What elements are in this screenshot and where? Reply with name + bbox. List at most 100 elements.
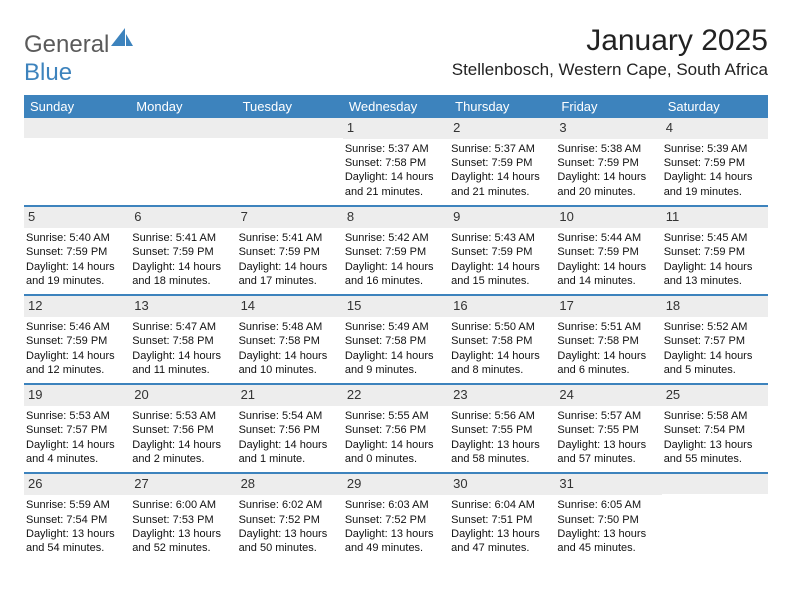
sunrise-line: Sunrise: 5:41 AM xyxy=(132,231,234,245)
daylight-line: Daylight: 14 hours and 12 minutes. xyxy=(26,349,128,378)
sunset-line: Sunset: 7:50 PM xyxy=(557,513,659,527)
sunset-line: Sunset: 7:59 PM xyxy=(132,245,234,259)
daylight-line: Daylight: 14 hours and 4 minutes. xyxy=(26,438,128,467)
page: GeneralBlue January 2025 Stellenbosch, W… xyxy=(0,0,792,561)
daylight-line: Daylight: 13 hours and 58 minutes. xyxy=(451,438,553,467)
daylight-line: Daylight: 14 hours and 15 minutes. xyxy=(451,260,553,289)
daylight-line: Daylight: 14 hours and 14 minutes. xyxy=(557,260,659,289)
sunset-line: Sunset: 7:59 PM xyxy=(345,245,447,259)
day-cell: 8Sunrise: 5:42 AMSunset: 7:59 PMDaylight… xyxy=(343,207,449,294)
weekday-header: Wednesday xyxy=(343,95,449,118)
sunset-line: Sunset: 7:54 PM xyxy=(664,423,766,437)
sunrise-line: Sunrise: 5:53 AM xyxy=(132,409,234,423)
sunset-line: Sunset: 7:58 PM xyxy=(557,334,659,348)
daylight-line: Daylight: 14 hours and 11 minutes. xyxy=(132,349,234,378)
sunrise-line: Sunrise: 5:49 AM xyxy=(345,320,447,334)
day-number: 20 xyxy=(130,385,236,406)
sunrise-line: Sunrise: 5:48 AM xyxy=(239,320,341,334)
day-cell: 13 Sunrise: 5:47 AMSunset: 7:58 PMDayligh… xyxy=(130,296,236,383)
sunset-line: Sunset: 7:59 PM xyxy=(239,245,341,259)
day-number: 13 xyxy=(130,296,236,317)
brand-text-2: Blue xyxy=(24,59,72,86)
sunrise-line: Sunrise: 5:59 AM xyxy=(26,498,128,512)
day-cell: 2Sunrise: 5:37 AMSunset: 7:59 PMDaylight… xyxy=(449,118,555,205)
week-row: 1Sunrise: 5:37 AMSunset: 7:58 PMDaylight… xyxy=(24,118,768,207)
weeks-container: 1Sunrise: 5:37 AMSunset: 7:58 PMDaylight… xyxy=(24,118,768,561)
day-cell: 31Sunrise: 6:05 AMSunset: 7:50 PMDayligh… xyxy=(555,474,661,561)
sunrise-line: Sunrise: 5:40 AM xyxy=(26,231,128,245)
day-number: 8 xyxy=(343,207,449,228)
sunset-line: Sunset: 7:57 PM xyxy=(26,423,128,437)
daylight-line: Daylight: 14 hours and 17 minutes. xyxy=(239,260,341,289)
sunrise-line: Sunrise: 5:58 AM xyxy=(664,409,766,423)
day-number xyxy=(662,474,768,494)
header: GeneralBlue January 2025 Stellenbosch, W… xyxy=(24,24,768,87)
sunset-line: Sunset: 7:59 PM xyxy=(557,156,659,170)
day-cell: 1Sunrise: 5:37 AMSunset: 7:58 PMDaylight… xyxy=(343,118,449,205)
daylight-line: Daylight: 13 hours and 47 minutes. xyxy=(451,527,553,556)
sunset-line: Sunset: 7:56 PM xyxy=(239,423,341,437)
sunset-line: Sunset: 7:59 PM xyxy=(664,245,766,259)
day-cell: 14Sunrise: 5:48 AMSunset: 7:58 PMDayligh… xyxy=(237,296,343,383)
day-cell: 21 Sunrise: 5:54 AMSunset: 7:56 PMDayligh… xyxy=(237,385,343,472)
sunrise-line: Sunrise: 5:47 AM xyxy=(132,320,234,334)
day-number: 4 xyxy=(662,118,768,139)
day-cell: 6Sunrise: 5:41 AMSunset: 7:59 PMDaylight… xyxy=(130,207,236,294)
week-row: 19Sunrise: 5:53 AMSunset: 7:57 PMDayligh… xyxy=(24,385,768,474)
daylight-line: Daylight: 14 hours and 1 minute. xyxy=(239,438,341,467)
sunrise-line: Sunrise: 5:37 AM xyxy=(451,142,553,156)
sunset-line: Sunset: 7:58 PM xyxy=(239,334,341,348)
day-cell: 9Sunrise: 5:43 AMSunset: 7:59 PMDaylight… xyxy=(449,207,555,294)
day-cell: 4Sunrise: 5:39 AMSunset: 7:59 PMDaylight… xyxy=(662,118,768,205)
day-number: 29 xyxy=(343,474,449,495)
daylight-line: Daylight: 14 hours and 20 minutes. xyxy=(557,170,659,199)
sunrise-line: Sunrise: 5:50 AM xyxy=(451,320,553,334)
sunset-line: Sunset: 7:52 PM xyxy=(239,513,341,527)
sunrise-line: Sunrise: 5:56 AM xyxy=(451,409,553,423)
sunset-line: Sunset: 7:58 PM xyxy=(345,334,447,348)
daylight-line: Daylight: 13 hours and 54 minutes. xyxy=(26,527,128,556)
location: Stellenbosch, Western Cape, South Africa xyxy=(452,60,768,80)
daylight-line: Daylight: 14 hours and 19 minutes. xyxy=(664,170,766,199)
day-cell: 22Sunrise: 5:55 AMSunset: 7:56 PMDayligh… xyxy=(343,385,449,472)
day-number: 3 xyxy=(555,118,661,139)
sunset-line: Sunset: 7:53 PM xyxy=(132,513,234,527)
daylight-line: Daylight: 14 hours and 10 minutes. xyxy=(239,349,341,378)
sunset-line: Sunset: 7:58 PM xyxy=(132,334,234,348)
weekday-header: Thursday xyxy=(449,95,555,118)
day-number: 21 xyxy=(237,385,343,406)
weekday-header-row: SundayMondayTuesdayWednesdayThursdayFrid… xyxy=(24,95,768,118)
sunrise-line: Sunrise: 6:04 AM xyxy=(451,498,553,512)
sunset-line: Sunset: 7:59 PM xyxy=(451,245,553,259)
day-number: 11 xyxy=(662,207,768,228)
day-number xyxy=(24,118,130,138)
sunrise-line: Sunrise: 5:42 AM xyxy=(345,231,447,245)
weekday-header: Monday xyxy=(130,95,236,118)
day-number: 28 xyxy=(237,474,343,495)
day-number: 7 xyxy=(237,207,343,228)
sunrise-line: Sunrise: 5:51 AM xyxy=(557,320,659,334)
week-row: 5Sunrise: 5:40 AMSunset: 7:59 PMDaylight… xyxy=(24,207,768,296)
day-number: 22 xyxy=(343,385,449,406)
day-cell: 11 Sunrise: 5:45 AMSunset: 7:59 PMDayligh… xyxy=(662,207,768,294)
sail-icon xyxy=(111,28,133,46)
daylight-line: Daylight: 14 hours and 8 minutes. xyxy=(451,349,553,378)
sunset-line: Sunset: 7:51 PM xyxy=(451,513,553,527)
day-cell: 25Sunrise: 5:58 AMSunset: 7:54 PMDayligh… xyxy=(662,385,768,472)
day-cell: 27Sunrise: 6:00 AMSunset: 7:53 PMDayligh… xyxy=(130,474,236,561)
sunset-line: Sunset: 7:59 PM xyxy=(451,156,553,170)
day-cell: 23Sunrise: 5:56 AMSunset: 7:55 PMDayligh… xyxy=(449,385,555,472)
day-cell: 5Sunrise: 5:40 AMSunset: 7:59 PMDaylight… xyxy=(24,207,130,294)
weekday-header: Saturday xyxy=(662,95,768,118)
sunrise-line: Sunrise: 5:55 AM xyxy=(345,409,447,423)
sunrise-line: Sunrise: 5:54 AM xyxy=(239,409,341,423)
sunset-line: Sunset: 7:59 PM xyxy=(26,245,128,259)
day-number: 27 xyxy=(130,474,236,495)
daylight-line: Daylight: 14 hours and 13 minutes. xyxy=(664,260,766,289)
sunrise-line: Sunrise: 5:45 AM xyxy=(664,231,766,245)
sunrise-line: Sunrise: 5:43 AM xyxy=(451,231,553,245)
day-cell: 26Sunrise: 5:59 AMSunset: 7:54 PMDayligh… xyxy=(24,474,130,561)
day-number: 16 xyxy=(449,296,555,317)
sunset-line: Sunset: 7:52 PM xyxy=(345,513,447,527)
sunrise-line: Sunrise: 5:44 AM xyxy=(557,231,659,245)
